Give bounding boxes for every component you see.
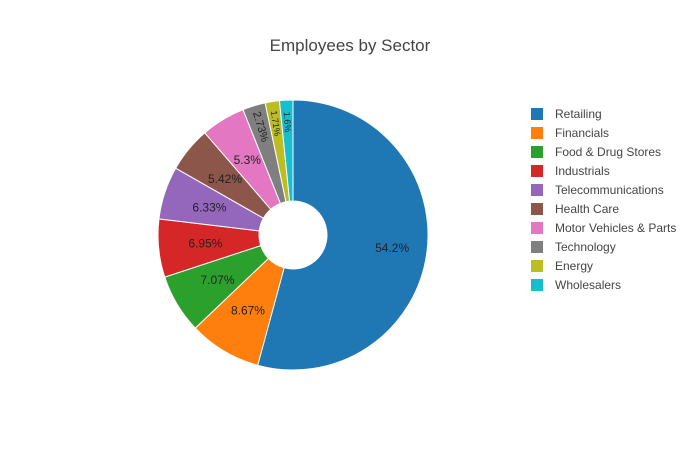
chart-title: Employees by Sector bbox=[270, 36, 431, 55]
slice-label: 6.33% bbox=[192, 200, 226, 214]
legend-item-financials[interactable]: Financials bbox=[531, 126, 609, 140]
legend-swatch bbox=[531, 108, 543, 120]
legend-swatch bbox=[531, 279, 543, 291]
slice-label: 8.67% bbox=[231, 304, 265, 318]
slice-labels: 54.2%8.67%7.07%6.95%6.33%5.42%5.3%2.73%1… bbox=[188, 110, 409, 318]
slice-label: 5.42% bbox=[208, 172, 242, 186]
legend-swatch bbox=[531, 222, 543, 234]
legend-swatch bbox=[531, 146, 543, 158]
legend-item-telecommunications[interactable]: Telecommunications bbox=[531, 183, 664, 197]
legend-label: Energy bbox=[555, 259, 593, 273]
legend-item-health-care[interactable]: Health Care bbox=[531, 202, 619, 216]
legend-label: Food & Drug Stores bbox=[555, 145, 661, 159]
legend-swatch bbox=[531, 165, 543, 177]
legend-label: Motor Vehicles & Parts bbox=[555, 221, 676, 235]
legend-item-food-drug-stores[interactable]: Food & Drug Stores bbox=[531, 145, 661, 159]
legend-label: Technology bbox=[555, 240, 616, 254]
legend-item-motor-vehicles-parts[interactable]: Motor Vehicles & Parts bbox=[531, 221, 676, 235]
slice-label: 54.2% bbox=[375, 241, 409, 255]
slice-label: 7.07% bbox=[200, 273, 234, 287]
slice-label: 1.6% bbox=[282, 112, 293, 133]
legend-swatch bbox=[531, 127, 543, 139]
legend-label: Financials bbox=[555, 126, 609, 140]
legend-swatch bbox=[531, 203, 543, 215]
pie-slices bbox=[157, 99, 429, 371]
pie-slice-wholesalers[interactable] bbox=[278, 99, 294, 202]
legend-label: Industrials bbox=[555, 164, 610, 178]
legend-label: Health Care bbox=[555, 202, 619, 216]
legend-item-retailing[interactable]: Retailing bbox=[531, 107, 602, 121]
legend: Retailing Financials Food & Drug Stores Ind… bbox=[531, 107, 676, 292]
pie-slice-retailing[interactable] bbox=[257, 99, 429, 371]
legend-item-technology[interactable]: Technology bbox=[531, 240, 616, 254]
legend-label: Retailing bbox=[555, 107, 602, 121]
legend-label: Wholesalers bbox=[555, 278, 621, 292]
legend-swatch bbox=[531, 241, 543, 253]
legend-swatch bbox=[531, 184, 543, 196]
legend-item-industrials[interactable]: Industrials bbox=[531, 164, 610, 178]
legend-label: Telecommunications bbox=[555, 183, 664, 197]
legend-swatch bbox=[531, 260, 543, 272]
slice-label: 5.3% bbox=[234, 153, 262, 167]
slice-label: 1.71% bbox=[269, 110, 283, 137]
legend-item-energy[interactable]: Energy bbox=[531, 259, 593, 273]
slice-label: 6.95% bbox=[188, 237, 222, 251]
legend-item-wholesalers[interactable]: Wholesalers bbox=[531, 278, 621, 292]
